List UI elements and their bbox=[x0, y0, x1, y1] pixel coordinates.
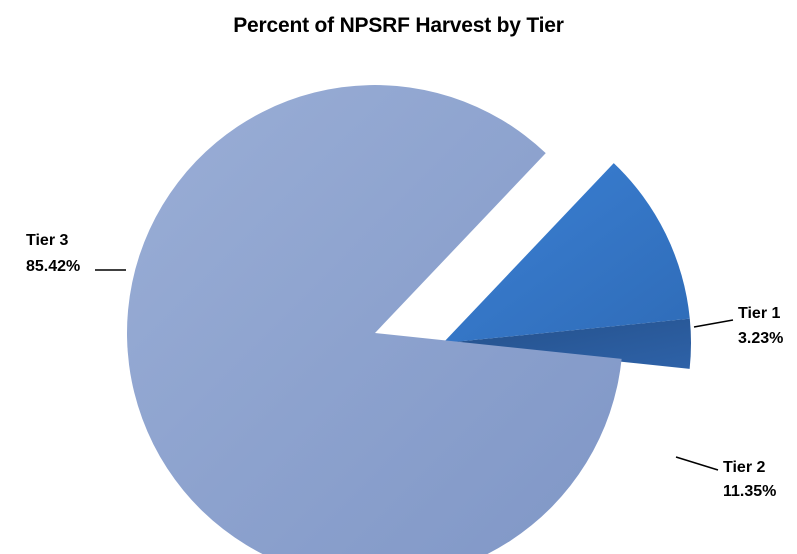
chart-title: Percent of NPSRF Harvest by Tier bbox=[233, 14, 564, 37]
leader-line-tier-1 bbox=[693, 319, 734, 328]
pie-slice-tier-1 bbox=[443, 318, 691, 369]
leader-line-tier-2 bbox=[675, 456, 719, 471]
slice-value-label: 3.23% bbox=[738, 330, 783, 347]
slice-value-label: 11.35% bbox=[723, 483, 776, 500]
pie-slice-tier-2 bbox=[443, 163, 690, 343]
slice-name-label: Tier 3 bbox=[26, 232, 69, 249]
slice-name-label: Tier 1 bbox=[738, 305, 781, 322]
pie-slice-tier-3 bbox=[127, 85, 622, 554]
slice-name-label: Tier 2 bbox=[723, 459, 766, 476]
slice-value-label: 85.42% bbox=[26, 258, 80, 275]
